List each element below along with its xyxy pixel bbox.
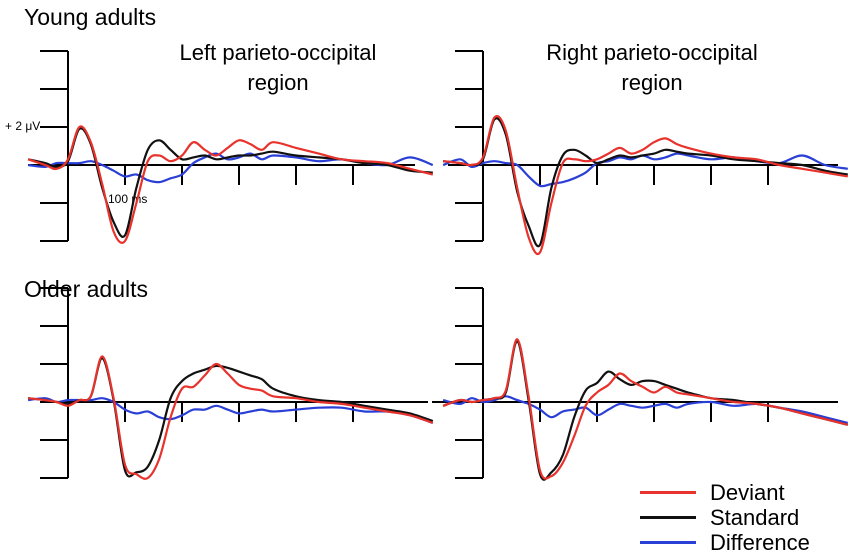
legend-label-deviant: Deviant bbox=[710, 479, 785, 505]
older-left-series-deviant bbox=[27, 355, 434, 480]
young-left-series-difference bbox=[27, 152, 434, 184]
legend: Deviant Standard Difference bbox=[640, 480, 810, 555]
left-panel-title-line-2: region bbox=[247, 70, 309, 95]
young-adults-label: Young adults bbox=[24, 4, 157, 30]
legend-swatch-deviant bbox=[640, 491, 696, 494]
legend-item-deviant: Deviant bbox=[640, 480, 810, 505]
young-right-series-difference bbox=[442, 152, 848, 188]
young-left-series-deviant bbox=[27, 125, 434, 244]
legend-swatch-standard bbox=[640, 516, 696, 519]
legend-label-difference: Difference bbox=[710, 529, 810, 555]
young-right-series-standard bbox=[442, 117, 848, 248]
young-right-series-deviant bbox=[442, 114, 848, 256]
left-panel-title-line-1: Left parieto-occipital bbox=[179, 40, 377, 65]
right-panel-title-line-1: Right parieto-occipital bbox=[546, 40, 758, 65]
right-panel-title-line-2: region bbox=[621, 70, 683, 95]
voltage-scale-label: + 2 μV bbox=[5, 119, 41, 133]
legend-swatch-difference bbox=[640, 541, 696, 544]
left-panel-title: Left parieto-occipital region bbox=[148, 38, 408, 98]
legend-label-standard: Standard bbox=[710, 504, 800, 530]
legend-item-difference: Difference bbox=[640, 530, 810, 555]
older-right-series-deviant bbox=[442, 338, 849, 480]
right-panel-title: Right parieto-occipital region bbox=[522, 38, 782, 98]
legend-item-standard: Standard bbox=[640, 505, 810, 530]
